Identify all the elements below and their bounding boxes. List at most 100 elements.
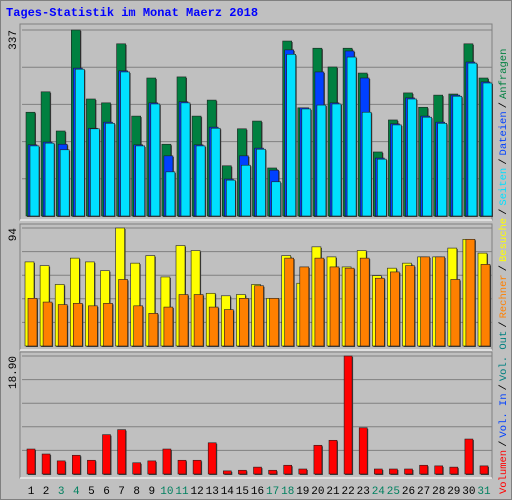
- bar: [479, 465, 489, 475]
- bar: [343, 355, 353, 475]
- x-tick-label: 5: [88, 486, 95, 498]
- bar: [132, 462, 141, 475]
- x-tick-label: 26: [402, 486, 415, 498]
- legend-entry: Vol. Out: [498, 331, 510, 381]
- bar: [256, 148, 266, 217]
- legend-entry: Rechner: [498, 274, 510, 318]
- bar: [404, 468, 413, 475]
- bar: [435, 256, 446, 347]
- x-tick-label: 12: [190, 486, 203, 498]
- legend-separator: /: [498, 441, 510, 447]
- bar: [390, 271, 400, 347]
- y-tick-label: 337: [8, 30, 20, 50]
- bar: [224, 309, 234, 347]
- x-tick-label: 28: [432, 486, 445, 498]
- x-tick-label: 9: [148, 486, 155, 498]
- x-tick-label: 14: [221, 486, 235, 498]
- bar: [135, 145, 145, 217]
- x-tick-label: 29: [447, 486, 460, 498]
- legend-entry: Vol. In: [498, 393, 510, 437]
- bar: [163, 306, 174, 347]
- bar: [313, 444, 323, 475]
- bar: [359, 257, 370, 347]
- bar: [133, 305, 143, 347]
- y-tick-label: 94: [8, 228, 20, 242]
- bar: [193, 294, 204, 347]
- bar: [374, 277, 385, 347]
- x-tick-label: 24: [372, 486, 386, 498]
- bar: [450, 279, 461, 347]
- bar: [329, 266, 340, 347]
- bar: [87, 459, 96, 475]
- bar: [405, 265, 415, 347]
- bar: [120, 71, 130, 217]
- x-tick-label: 21: [326, 486, 340, 498]
- chart-title: Tages-Statistik im Monat Maerz 2018: [6, 6, 258, 20]
- legend-entry: Volumen: [498, 450, 510, 494]
- bar: [29, 145, 40, 217]
- x-tick-label: 2: [43, 486, 50, 498]
- bar: [27, 297, 38, 347]
- bar: [72, 454, 81, 475]
- x-tick-label: 3: [58, 486, 65, 498]
- bar: [118, 279, 128, 347]
- bar: [298, 468, 308, 475]
- bar: [165, 171, 176, 217]
- bar: [207, 442, 217, 475]
- x-tick-label: 13: [206, 486, 219, 498]
- legend: Volumen / Vol. In / Vol. Out / Rechner / Besuche…: [498, 49, 510, 494]
- x-tick-label: 7: [118, 486, 125, 498]
- bar: [117, 429, 126, 475]
- bar: [90, 128, 100, 217]
- bar: [344, 267, 355, 347]
- bar: [253, 466, 262, 475]
- x-tick-label: 10: [160, 486, 173, 498]
- bar: [226, 179, 236, 217]
- x-tick-label: 30: [462, 486, 475, 498]
- bar: [482, 82, 493, 217]
- x-tick-label: 25: [387, 486, 400, 498]
- x-tick-label: 16: [251, 486, 264, 498]
- bar: [480, 264, 491, 347]
- x-tick-label: 22: [341, 486, 354, 498]
- bar: [283, 464, 293, 475]
- bar: [73, 303, 83, 347]
- legend-entry: Seiten: [498, 168, 510, 206]
- legend-entry: Besuche: [498, 218, 510, 262]
- bar: [195, 145, 206, 217]
- bar: [422, 116, 432, 217]
- x-tick-label: 31: [477, 486, 491, 498]
- bar: [57, 304, 68, 347]
- x-tick-label: 6: [103, 486, 110, 498]
- bar: [452, 95, 463, 217]
- bar: [223, 470, 232, 475]
- bar: [148, 313, 159, 347]
- bar: [192, 459, 202, 475]
- bar: [419, 464, 428, 475]
- legend-separator: /: [498, 209, 510, 215]
- bar: [465, 238, 476, 347]
- x-tick-label: 19: [296, 486, 309, 498]
- bar: [56, 460, 66, 475]
- bar: [26, 448, 36, 475]
- bar: [210, 127, 221, 217]
- bar: [358, 427, 368, 475]
- x-tick-label: 4: [73, 486, 80, 498]
- bar: [102, 434, 111, 475]
- x-tick-label: 11: [175, 486, 189, 498]
- bar: [180, 102, 191, 217]
- bar: [44, 142, 55, 217]
- bar: [314, 257, 325, 347]
- bar: [268, 469, 277, 475]
- bar: [328, 439, 338, 475]
- bar: [103, 303, 113, 347]
- bar: [178, 294, 189, 347]
- bar: [162, 448, 172, 475]
- legend-separator: /: [498, 384, 510, 390]
- bar: [361, 111, 372, 217]
- bar: [437, 122, 448, 217]
- bar: [376, 158, 387, 217]
- legend-separator: /: [498, 102, 510, 108]
- bar: [75, 68, 85, 217]
